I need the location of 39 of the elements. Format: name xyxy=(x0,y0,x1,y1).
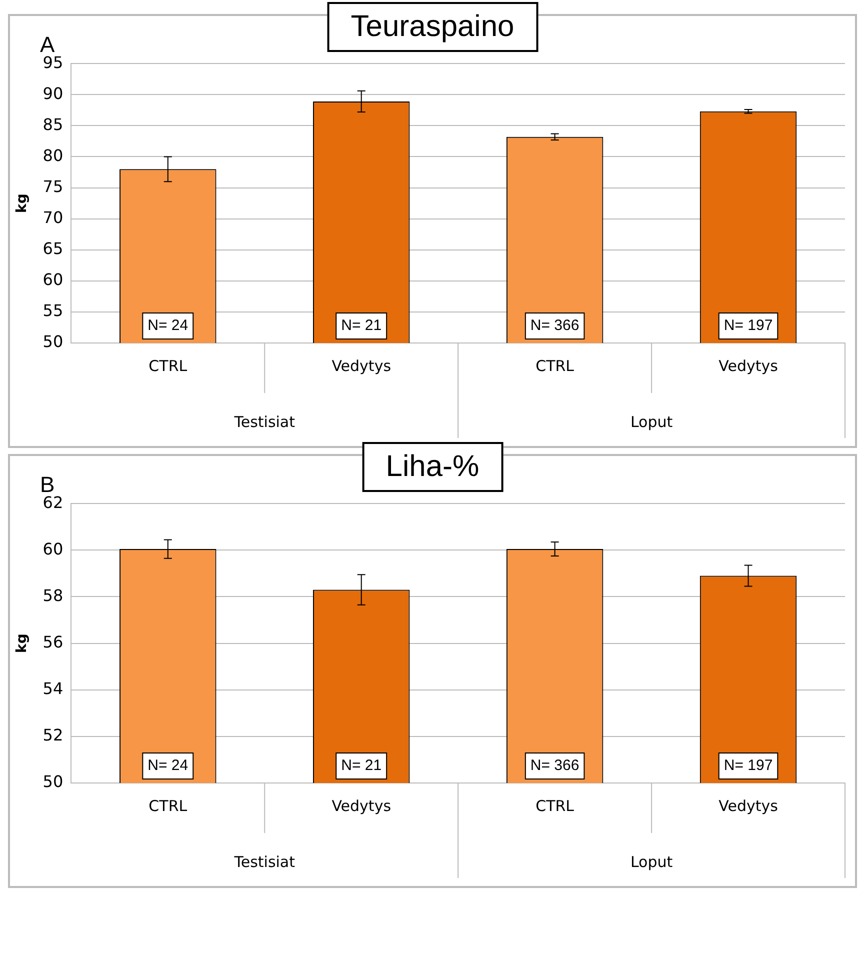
y-tick-label: 56 xyxy=(42,632,64,652)
x-tick-label: CTRL xyxy=(536,356,575,375)
annotation: N= 366 xyxy=(530,317,580,334)
text: Testisiat xyxy=(233,412,296,431)
y-tick-label: 52 xyxy=(42,726,64,745)
y-tick-label: 75 xyxy=(42,176,64,196)
chart-title: Teuraspaino xyxy=(326,2,538,52)
y-tick-label: 50 xyxy=(42,332,64,352)
y-axis-title: kg xyxy=(14,634,30,653)
y-tick-label: 54 xyxy=(42,679,64,698)
text: Testisiat xyxy=(233,852,296,871)
y-tick-label: 85 xyxy=(42,114,64,134)
y-tick-label: 60 xyxy=(42,270,64,290)
text: Loput xyxy=(630,412,673,431)
x-tick-label: Vedytys xyxy=(718,356,778,375)
y-tick-label: 58 xyxy=(42,586,64,605)
chart-title: Liha-% xyxy=(362,442,504,492)
y-tick-label: 80 xyxy=(42,146,64,165)
annotation: N= 197 xyxy=(724,757,773,774)
annotation: N= 197 xyxy=(724,317,773,334)
y-tick-label: 60 xyxy=(42,539,64,558)
y-tick-label: 70 xyxy=(42,208,64,227)
y-tick-label: 90 xyxy=(42,84,64,103)
x-tick-label: CTRL xyxy=(148,796,188,815)
annotation: N= 21 xyxy=(341,757,382,774)
x-tick-label: CTRL xyxy=(148,356,188,375)
y-tick-label: 50 xyxy=(42,772,64,792)
annotation: N= 24 xyxy=(148,317,188,334)
x-tick-label: Vedytys xyxy=(332,796,392,815)
annotation: N= 24 xyxy=(148,757,188,774)
y-tick-label: 65 xyxy=(42,239,64,258)
x-tick-label: Vedytys xyxy=(332,356,392,375)
y-axis-title: kg xyxy=(14,194,30,213)
x-tick-label: CTRL xyxy=(536,796,575,815)
annotation: N= 21 xyxy=(341,317,382,334)
annotation: N= 366 xyxy=(530,757,580,774)
text: Loput xyxy=(630,852,673,871)
x-tick-label: Vedytys xyxy=(718,796,778,815)
y-tick-label: 55 xyxy=(42,301,64,320)
